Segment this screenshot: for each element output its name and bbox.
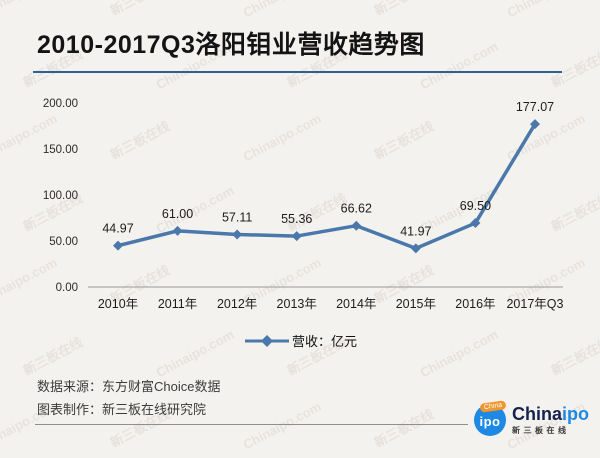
y-axis-tick-label: 0.00 — [56, 282, 78, 294]
brand-name-ipo: ipo — [562, 403, 590, 424]
legend-line-marker-icon — [244, 334, 289, 347]
chart-title: 2010-2017Q3洛阳钼业营收趋势图 — [37, 31, 425, 59]
brand-subtitle: 新三板在线 — [512, 425, 570, 435]
x-axis-category-label: 2011年 — [158, 297, 197, 311]
chinaipo-badge-icon: China ipo — [474, 400, 507, 436]
x-axis-category-label: 2016年 — [455, 297, 495, 311]
title-underline — [33, 71, 562, 73]
chart-legend: 营收：亿元 — [0, 331, 600, 350]
data-source-text: 数据来源：东方财富Choice数据 — [37, 379, 221, 394]
badge-main-label: ipo — [479, 414, 501, 429]
brand-wordmark: Chinaipo 新三板在线 — [512, 405, 589, 436]
data-point-marker — [232, 229, 243, 240]
y-axis-tick-label: 50.00 — [49, 236, 78, 248]
brand-name: Chinaipo — [512, 405, 589, 423]
data-point-value-label: 177.07 — [516, 100, 554, 114]
y-axis-tick-label: 150.00 — [43, 144, 78, 156]
data-point-marker — [351, 220, 362, 231]
data-point-value-label: 44.97 — [102, 222, 133, 236]
x-axis-category-label: 2017年Q3 — [506, 297, 563, 311]
data-point-marker — [291, 231, 302, 242]
chinaipo-logo: China ipo Chinaipo 新三板在线 — [474, 400, 589, 436]
data-point-marker — [410, 243, 421, 254]
data-point-marker — [172, 225, 183, 236]
revenue-series-line — [116, 122, 537, 251]
legend-label: 营收：亿元 — [291, 334, 357, 349]
data-point-value-label: 57.11 — [222, 210, 252, 224]
data-point-value-label: 66.62 — [341, 202, 372, 216]
data-point-value-label: 55.36 — [281, 212, 312, 226]
x-axis-category-label: 2012年 — [217, 297, 257, 311]
chart-maker-text: 图表制作：新三板在线研究院 — [37, 402, 207, 417]
y-axis-tick-label: 100.00 — [43, 190, 78, 202]
data-point-value-label: 41.97 — [400, 224, 431, 238]
brand-name-china: China — [512, 403, 563, 424]
y-axis-tick-label: 200.00 — [43, 98, 78, 110]
data-point-marker — [113, 240, 123, 251]
x-axis-category-label: 2015年 — [396, 297, 436, 311]
data-point-value-label: 69.50 — [460, 199, 491, 213]
x-axis-category-label: 2010年 — [98, 297, 138, 311]
footer-notes: 数据来源：东方财富Choice数据 图表制作：新三板在线研究院 — [37, 375, 220, 421]
data-point-value-label: 61.00 — [162, 207, 193, 221]
footer-divider — [35, 424, 468, 425]
data-point-marker — [470, 218, 481, 229]
data-point-marker — [529, 119, 540, 130]
x-axis-category-label: 2013年 — [277, 297, 317, 311]
x-axis-category-label: 2014年 — [336, 297, 376, 311]
